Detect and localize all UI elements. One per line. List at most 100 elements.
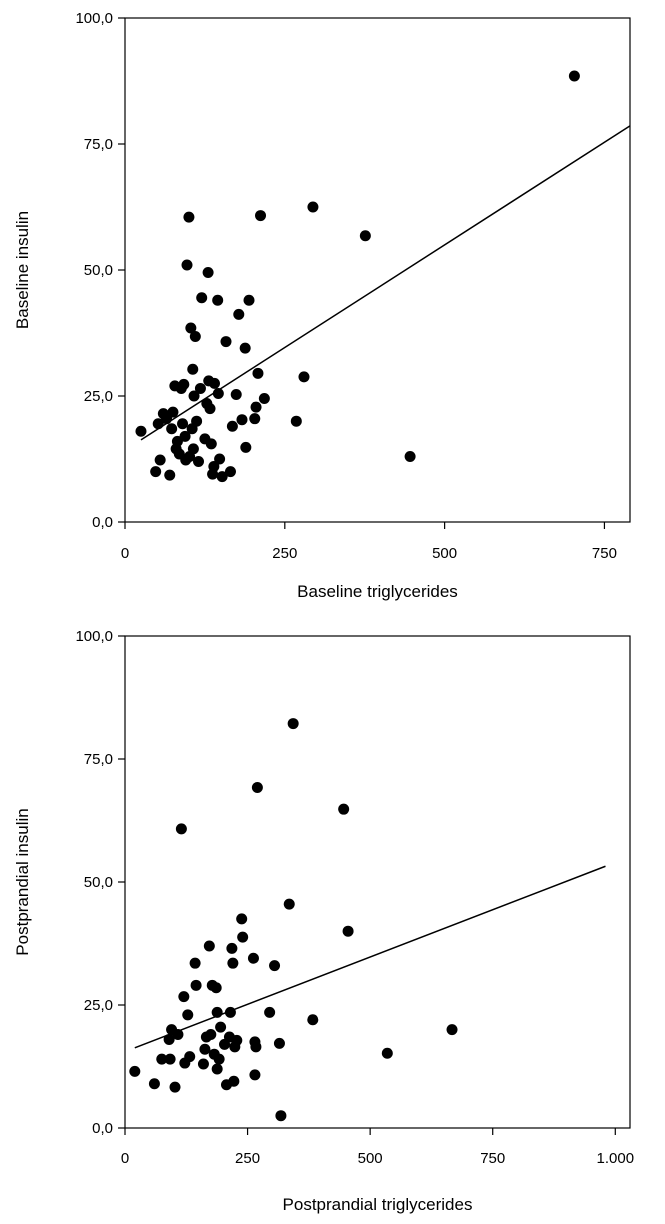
data-point: [249, 413, 261, 425]
data-point: [164, 1053, 176, 1065]
data-point: [178, 991, 190, 1003]
data-point: [404, 450, 416, 462]
data-point: [214, 453, 226, 465]
plot-frame: [124, 17, 631, 523]
data-point: [359, 230, 371, 242]
y-tick-label: 100,0: [75, 628, 113, 645]
data-point: [205, 438, 217, 450]
data-point: [243, 294, 255, 306]
data-point: [204, 403, 216, 415]
data-point: [189, 331, 201, 343]
data-point: [183, 211, 195, 223]
plot-frame: [124, 635, 631, 1129]
y-tick-label: 25,0: [84, 388, 113, 405]
data-point: [156, 1053, 168, 1065]
data-point: [273, 1037, 285, 1049]
data-point: [264, 1006, 276, 1018]
data-point: [216, 471, 228, 483]
data-point: [231, 1034, 243, 1046]
y-tick-label: 0,0: [92, 514, 113, 531]
data-point: [210, 982, 222, 994]
data-point: [240, 441, 252, 453]
data-point: [255, 210, 267, 222]
data-point: [227, 957, 239, 969]
data-point: [249, 1069, 261, 1081]
data-point: [189, 957, 201, 969]
data-point: [338, 803, 350, 815]
y-tick-label: 75,0: [84, 751, 113, 768]
data-point: [202, 267, 214, 279]
data-point: [250, 1041, 262, 1053]
scatter-plot-baseline: 0,0 25,0 50,0 75,0 100,0 0 250 500 750 Baseline t…: [13, 10, 631, 601]
scatter-plot-postprandial: 0,0 25,0 50,0 75,0 100,0 0 250 500 750 1.000 Postp…: [13, 628, 635, 1214]
data-point: [307, 1014, 319, 1026]
data-point: [220, 336, 232, 348]
data-point: [196, 292, 208, 304]
data-point: [150, 466, 162, 478]
data-point: [307, 201, 319, 213]
data-point: [181, 259, 193, 271]
data-point: [224, 466, 236, 478]
data-point: [172, 1029, 184, 1041]
data-point: [213, 1053, 225, 1065]
data-point: [188, 390, 200, 402]
data-point: [275, 1110, 287, 1122]
scatter-chart-postprandial: 0,0 25,0 50,0 75,0 100,0 0 250 500 750 1.000 Postp…: [0, 612, 665, 1224]
data-point: [568, 70, 580, 82]
data-point: [167, 406, 179, 418]
y-tick-label: 25,0: [84, 997, 113, 1014]
data-point: [224, 1006, 236, 1018]
data-point: [226, 420, 238, 432]
scatter-chart-baseline: 0,0 25,0 50,0 75,0 100,0 0 250 500 750 Baseline t…: [13, 10, 631, 601]
data-point: [215, 1021, 227, 1033]
data-point: [208, 377, 220, 389]
data-point: [148, 1078, 160, 1090]
data-point: [212, 294, 224, 306]
data-point: [236, 414, 248, 426]
data-point: [258, 393, 270, 405]
data-point: [191, 415, 203, 427]
x-tick-label: 0: [121, 545, 129, 562]
data-point: [228, 1075, 240, 1087]
data-point: [185, 322, 197, 334]
data-point: [381, 1047, 393, 1059]
data-point: [194, 382, 206, 394]
data-point: [290, 415, 302, 427]
data-point: [178, 378, 190, 390]
data-point: [446, 1024, 458, 1036]
data-point: [166, 423, 178, 435]
y-tick-label: 50,0: [84, 262, 113, 279]
data-point: [177, 418, 189, 430]
data-point: [211, 1063, 223, 1075]
x-tick-label: 500: [432, 545, 457, 562]
y-tick-label: 50,0: [84, 874, 113, 891]
data-point: [199, 1043, 211, 1055]
y-tick-label: 75,0: [84, 136, 113, 153]
data-point: [152, 418, 164, 430]
data-point: [208, 461, 220, 473]
data-point: [164, 469, 176, 481]
x-tick-label: 250: [272, 545, 297, 562]
data-point: [269, 960, 281, 972]
data-point: [154, 454, 166, 466]
y-tick-label: 0,0: [92, 1120, 113, 1137]
data-point: [212, 387, 224, 399]
data-point: [236, 913, 248, 925]
data-point: [163, 1033, 175, 1045]
data-point: [237, 931, 249, 943]
data-point: [239, 342, 251, 354]
x-tick-label: 750: [480, 1150, 505, 1167]
data-point: [233, 308, 245, 320]
data-point: [247, 952, 259, 964]
x-tick-label: 1.000: [597, 1150, 635, 1167]
data-point: [129, 1065, 141, 1077]
x-tick-label: 500: [358, 1150, 383, 1167]
data-point: [187, 443, 199, 455]
data-point: [298, 371, 310, 383]
data-point: [342, 925, 354, 937]
data-point: [287, 718, 299, 730]
regression-line: [140, 125, 631, 441]
data-point: [135, 425, 147, 437]
data-point: [193, 456, 205, 468]
x-axis-label: Baseline triglycerides: [297, 582, 458, 601]
